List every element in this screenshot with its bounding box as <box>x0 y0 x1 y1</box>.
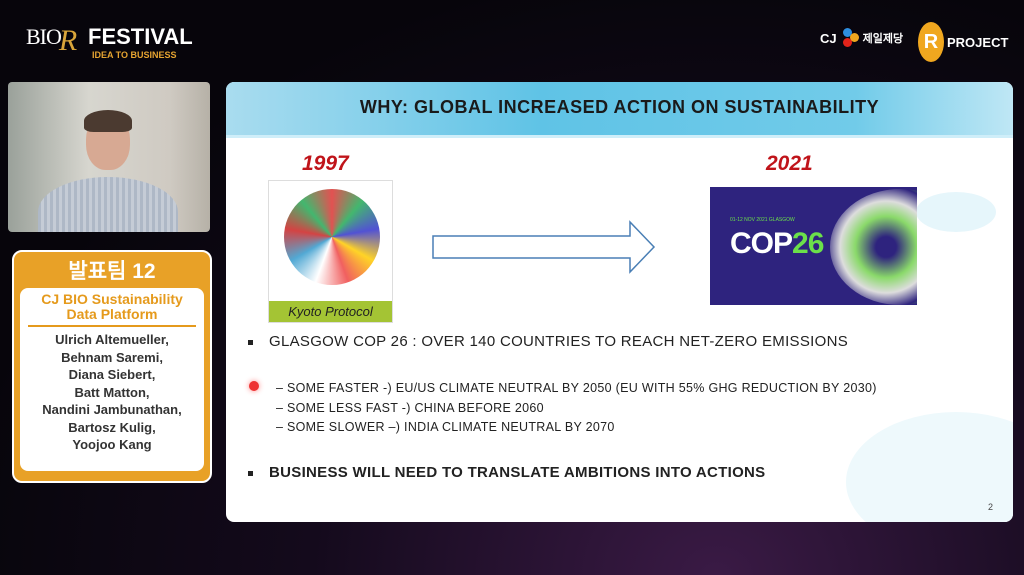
webcam-video <box>8 82 210 232</box>
year-2021: 2021 <box>766 152 813 175</box>
r-project-logo: R PROJECT <box>918 22 1008 62</box>
bio-r-festival-logo: BIOR FESTIVAL IDEA TO BUSINESS <box>26 24 193 60</box>
member: Behnam Saremi, <box>61 349 163 365</box>
member: Batt Matton, <box>74 384 150 400</box>
cop-date: 01-12 NOV 2021 GLASGOW <box>730 217 795 223</box>
member: Bartosz Kulig, <box>68 419 156 435</box>
page-number: 2 <box>987 502 993 512</box>
laser-pointer <box>249 381 259 391</box>
team-number: 발표팀 12 <box>68 260 156 283</box>
bullet-item: GLASGOW COP 26 : OVER 140 COUNTRIES TO R… <box>248 333 848 350</box>
member-list: Ulrich Altemueller, Behnam Saremi, Diana… <box>24 331 200 454</box>
sub-bullet-item: – SOME FASTER -) EU/US CLIMATE NEUTRAL B… <box>276 381 877 395</box>
logo-r: R <box>58 24 78 57</box>
right-arrow-icon <box>432 220 656 274</box>
cj-korean-text: 제일제당 <box>862 33 904 45</box>
r-project-text: PROJECT <box>947 34 1009 50</box>
member: Yoojoo Kang <box>72 437 152 452</box>
cj-flower-icon <box>841 28 859 48</box>
member: Nandini Jambunathan, <box>42 402 182 417</box>
member: Diana Siebert, <box>68 367 156 382</box>
presentation-slide: WHY: GLOBAL INCREASED ACTION ON SUSTAINA… <box>226 82 1013 522</box>
sub-bullet-item: – SOME LESS FAST -) CHINA BEFORE 2060 <box>276 401 544 415</box>
cj-text: CJ <box>820 30 837 46</box>
slide-title: WHY: GLOBAL INCREASED ACTION ON SUSTAINA… <box>226 82 1013 138</box>
logo-festival: FESTIVAL <box>88 24 193 49</box>
logo-bio: BIO <box>26 24 62 49</box>
team-card: 발표팀 12 CJ BIO Sustainability Data Platfo… <box>12 250 212 483</box>
kyoto-label: Kyoto Protocol <box>269 301 392 322</box>
cj-logo: CJ 제일제당 <box>820 28 903 48</box>
logo-tagline: IDEA TO BUSINESS <box>92 50 177 60</box>
bullet-item: BUSINESS WILL NEED TO TRANSLATE AMBITION… <box>248 464 766 481</box>
member: Ulrich Altemueller, <box>55 332 169 347</box>
cop-title: COP26 <box>730 227 824 260</box>
year-1997: 1997 <box>302 152 349 175</box>
project-title: CJ BIO Sustainability Data Platform <box>28 292 196 327</box>
kyoto-protocol-image: Kyoto Protocol <box>268 180 393 323</box>
cop26-image: 01-12 NOV 2021 GLASGOW COP26 <box>710 187 917 305</box>
sub-bullet-item: – SOME SLOWER –) INDIA CLIMATE NEUTRAL B… <box>276 420 615 434</box>
r-egg-icon: R <box>918 22 944 62</box>
